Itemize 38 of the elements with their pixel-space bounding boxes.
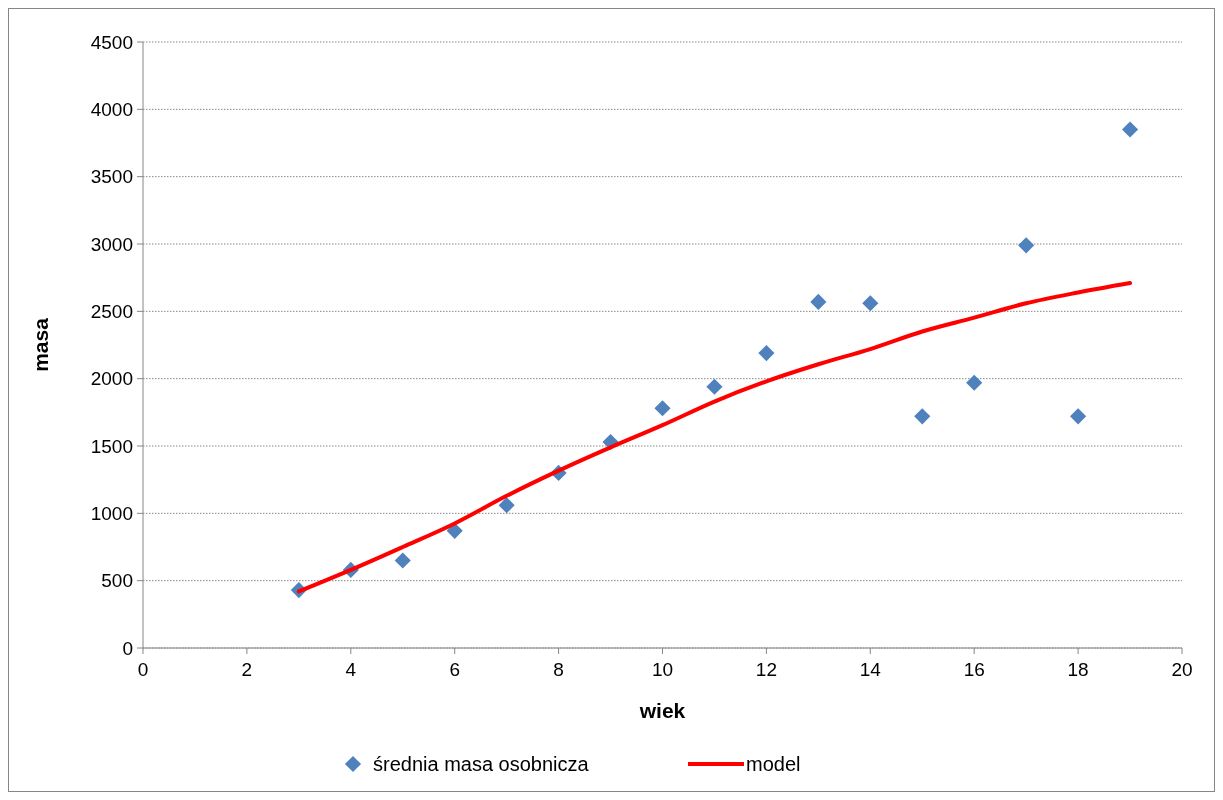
point	[966, 374, 983, 391]
point	[654, 400, 671, 417]
point	[862, 295, 879, 312]
y-tick-label: 3000	[90, 233, 133, 255]
x-tick-label: 14	[859, 659, 882, 680]
point	[394, 552, 411, 569]
point	[914, 408, 931, 425]
point	[446, 522, 463, 539]
x-tick-label: 6	[449, 659, 460, 680]
point	[758, 345, 775, 362]
x-axis-title: wiek	[638, 699, 686, 722]
y-tick-label: 4000	[90, 98, 133, 120]
point	[498, 497, 515, 514]
x-tick-label: 20	[1171, 659, 1193, 680]
x-tick-label: 16	[963, 659, 985, 680]
point	[706, 378, 723, 395]
y-tick-label: 0	[122, 637, 133, 659]
y-tick-label: 1500	[90, 435, 133, 457]
point	[1018, 237, 1035, 254]
point	[810, 293, 827, 310]
y-tick-label: 2000	[90, 368, 133, 390]
x-tick-label: 8	[553, 659, 564, 680]
point	[1121, 121, 1139, 138]
legend-label: średnia masa osobnicza	[373, 753, 590, 775]
x-tick-label: 18	[1067, 659, 1089, 680]
y-tick-label: 1000	[90, 502, 133, 524]
x-tick-label: 10	[651, 659, 674, 680]
x-tick-label: 0	[137, 659, 149, 680]
x-tick-label: 4	[345, 659, 357, 680]
x-tick-label: 12	[755, 659, 777, 680]
y-tick-label: 2500	[90, 300, 133, 322]
y-axis-title: masa	[29, 317, 52, 372]
y-tick-label: 3500	[90, 166, 133, 188]
y-tick-label: 500	[101, 570, 133, 592]
x-tick-label: 2	[241, 659, 253, 680]
point	[1070, 408, 1087, 425]
legend-label: model	[746, 753, 801, 775]
y-tick-label: 4500	[90, 31, 133, 53]
